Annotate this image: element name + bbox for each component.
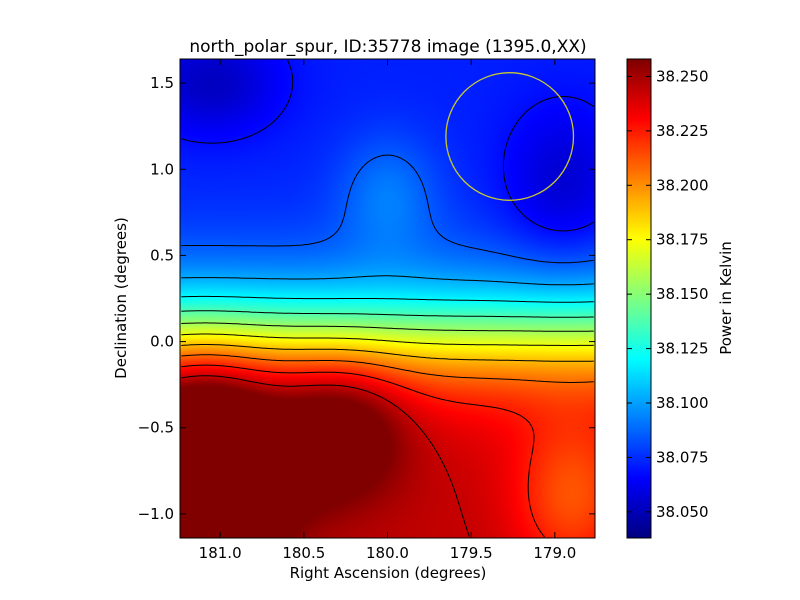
y-axis-label: Declination (degrees) — [112, 217, 130, 379]
plot-area: 181.0 180.5 180.0 179.5 179.0 1.5 1.0 0.5 0.0 −0… — [138, 58, 596, 562]
x-tick-label: 180.0 — [366, 544, 409, 562]
contour-line — [181, 322, 594, 332]
contour-line — [181, 310, 594, 318]
contour-line — [181, 295, 594, 303]
contour-line — [181, 59, 595, 232]
y-tick-label: 0.0 — [150, 333, 174, 351]
colorbar-tick-label: 38.125 — [656, 340, 709, 358]
contour-line — [181, 344, 594, 362]
y-tick-label: 1.5 — [150, 74, 174, 92]
annotation-circle — [445, 72, 575, 201]
contour-line — [181, 375, 470, 537]
contour-line — [181, 364, 545, 538]
colorbar-ticks: 38.050 38.075 38.100 38.125 38.150 38.175 38.2… — [627, 67, 709, 521]
contour-line — [181, 333, 594, 346]
contour-line — [181, 275, 594, 286]
x-axis-ticks: 181.0 180.5 180.0 179.5 179.0 — [199, 59, 576, 562]
x-tick-label: 179.0 — [533, 544, 576, 562]
contour-line — [181, 154, 594, 264]
colorbar-tick-label: 38.100 — [656, 394, 709, 412]
x-axis-label: Right Ascension (degrees) — [290, 564, 487, 582]
colorbar-tick-label: 38.050 — [656, 503, 709, 521]
y-axis-ticks: 1.5 1.0 0.5 0.0 −0.5 −1.0 — [138, 74, 595, 523]
colorbar-tick-label: 38.225 — [656, 122, 709, 140]
y-tick-label: 0.5 — [150, 246, 174, 264]
colorbar-tick-label: 38.200 — [656, 176, 709, 194]
x-tick-label: 180.5 — [282, 544, 325, 562]
colorbar-frame — [626, 58, 652, 539]
x-tick-label: 181.0 — [199, 544, 242, 562]
y-tick-label: 1.0 — [150, 160, 174, 178]
colorbar-label: Power in Kelvin — [717, 241, 735, 355]
chart-title: north_polar_spur, ID:35778 image (1395.0… — [189, 37, 586, 57]
x-tick-label: 179.5 — [450, 544, 493, 562]
colorbar-tick-label: 38.150 — [656, 285, 709, 303]
colorbar-tick-label: 38.175 — [656, 231, 709, 249]
contour-line — [181, 354, 594, 383]
colorbar: 38.050 38.075 38.100 38.125 38.150 38.175 38.2… — [626, 58, 735, 539]
contour-lines — [181, 59, 595, 538]
y-tick-label: −0.5 — [138, 419, 174, 437]
y-tick-label: −1.0 — [138, 505, 174, 523]
colorbar-tick-label: 38.250 — [656, 67, 709, 85]
colorbar-gradient — [627, 59, 651, 538]
colorbar-tick-label: 38.075 — [656, 448, 709, 466]
